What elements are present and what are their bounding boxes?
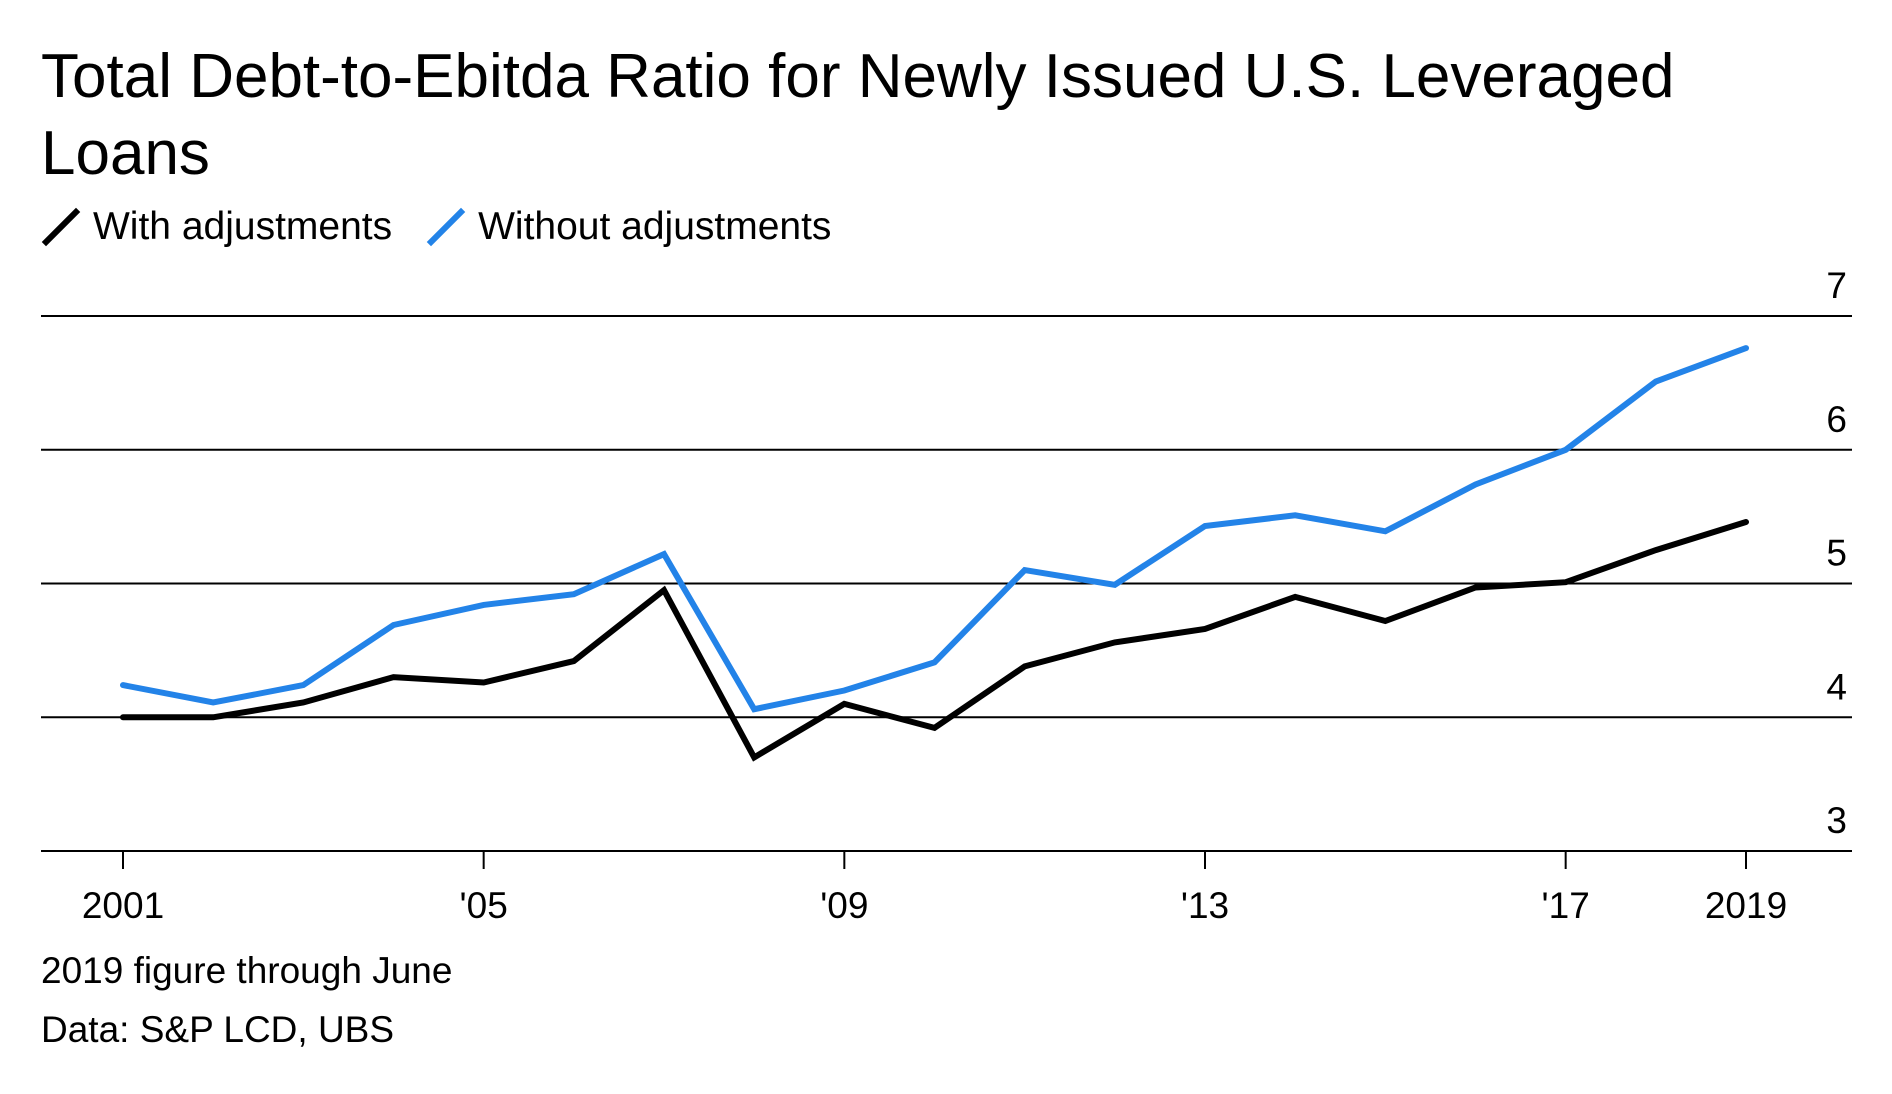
legend-label-without-adjustments: Without adjustments [478, 205, 832, 248]
x-tick-label-2005: '05 [460, 885, 508, 926]
x-tick-label-2009: '09 [820, 885, 868, 926]
gridlines [41, 315, 1852, 852]
series-line-without-adjustments [120, 345, 1749, 713]
series-line-with-adjustments [120, 519, 1749, 762]
legend-item-with-adjustments: With adjustments [41, 205, 392, 249]
x-tick-label-2019: 2019 [1705, 885, 1787, 926]
series-lines [120, 345, 1749, 762]
y-axis-tick-labels: 7 6 5 4 3 [1826, 265, 1847, 841]
legend-label-with-adjustments: With adjustments [93, 205, 393, 248]
y-tick-label-5: 5 [1826, 533, 1847, 574]
x-tick-label-2013: '13 [1181, 885, 1229, 926]
legend-swatch-without-adjustments [426, 207, 466, 247]
x-tick-label-2001: 2001 [82, 885, 164, 926]
y-tick-label-3: 3 [1826, 800, 1847, 841]
x-tick-label-2017: '17 [1542, 885, 1590, 926]
legend-swatch-with-adjustments [41, 207, 81, 247]
y-tick-label-4: 4 [1826, 666, 1847, 707]
footnote: 2019 figure through June [41, 950, 453, 991]
y-tick-label-7: 7 [1826, 265, 1847, 306]
y-tick-label-6: 6 [1826, 399, 1847, 440]
x-axis: 2001 '05 '09 '13 '17 2019 [82, 851, 1787, 926]
source-note: Data: S&P LCD, UBS [41, 1009, 395, 1050]
legend-item-without-adjustments: Without adjustments [426, 205, 831, 249]
chart-title: Total Debt-to-Ebitda Ratio for Newly Iss… [41, 42, 1675, 188]
legend: With adjustments Without adjustments [41, 203, 865, 251]
line-chart: 7 6 5 4 3 2001 '05 '09 '13 '17 2019 [41, 265, 1852, 926]
